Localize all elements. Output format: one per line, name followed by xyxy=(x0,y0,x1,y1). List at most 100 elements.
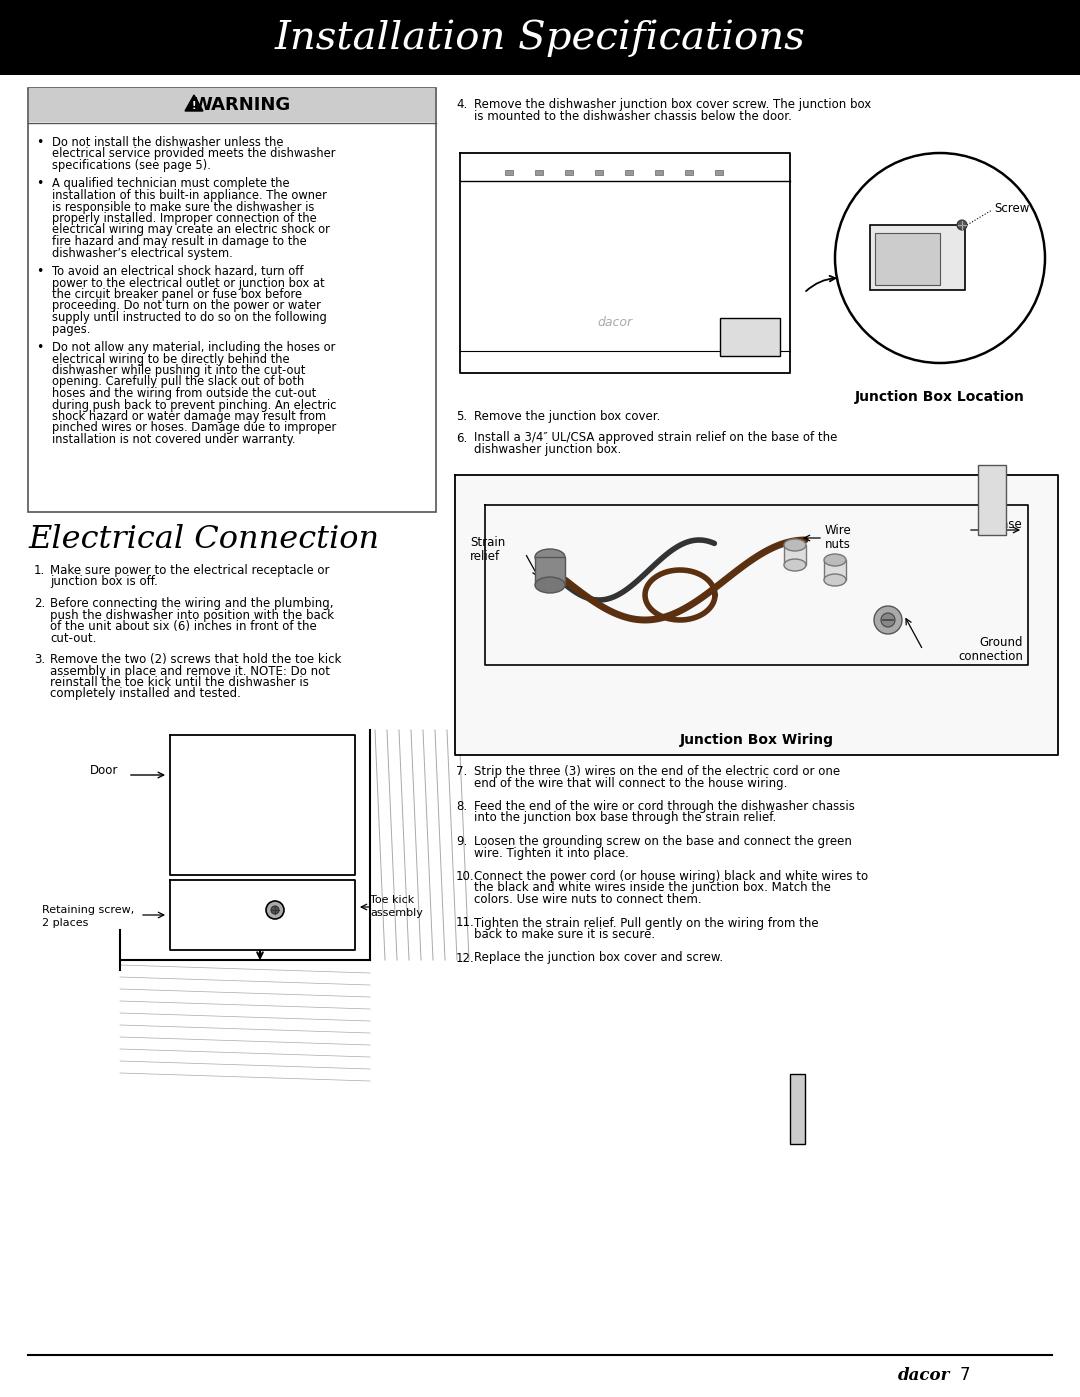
Text: into the junction box base through the strain relief.: into the junction box base through the s… xyxy=(474,812,777,824)
Text: Junction Box Wiring: Junction Box Wiring xyxy=(679,733,834,747)
Text: Loosen the grounding screw on the base and connect the green: Loosen the grounding screw on the base a… xyxy=(474,835,852,848)
Text: •: • xyxy=(37,136,43,149)
Bar xyxy=(875,233,940,285)
Bar xyxy=(29,88,435,122)
Text: nuts: nuts xyxy=(825,538,851,550)
Text: •: • xyxy=(37,341,43,353)
Text: properly installed. Improper connection of the: properly installed. Improper connection … xyxy=(52,212,316,225)
Text: Do not install the dishwasher unless the: Do not install the dishwasher unless the xyxy=(52,136,283,149)
Text: Replace the junction box cover and screw.: Replace the junction box cover and screw… xyxy=(474,951,724,964)
Text: pages.: pages. xyxy=(52,323,91,335)
Text: 7.: 7. xyxy=(456,766,468,778)
Text: Junction Box Location: Junction Box Location xyxy=(855,390,1025,404)
Text: Before connecting the wiring and the plumbing,: Before connecting the wiring and the plu… xyxy=(50,597,334,610)
Text: 4.: 4. xyxy=(456,98,468,110)
Text: hoses and the wiring from outside the cut-out: hoses and the wiring from outside the cu… xyxy=(52,387,316,400)
Bar xyxy=(28,88,436,511)
Text: Make sure power to the electrical receptacle or: Make sure power to the electrical recept… xyxy=(50,564,329,577)
Text: connection: connection xyxy=(958,651,1023,664)
Text: dishwasher while pushing it into the cut-out: dishwasher while pushing it into the cut… xyxy=(52,365,306,377)
Text: 3.: 3. xyxy=(33,652,45,666)
Ellipse shape xyxy=(824,555,846,566)
Ellipse shape xyxy=(784,559,806,571)
Text: relief: relief xyxy=(470,550,500,563)
Bar xyxy=(0,0,1080,75)
Text: back to make sure it is secure.: back to make sure it is secure. xyxy=(474,928,656,942)
Text: installation is not covered under warranty.: installation is not covered under warran… xyxy=(52,433,296,446)
Text: 2.: 2. xyxy=(33,597,45,610)
Bar xyxy=(789,1074,805,1144)
Text: 10.: 10. xyxy=(456,870,474,883)
Circle shape xyxy=(881,613,895,627)
Text: of the unit about six (6) inches in front of the: of the unit about six (6) inches in fron… xyxy=(50,620,316,633)
Bar xyxy=(784,545,806,564)
Text: 7: 7 xyxy=(960,1366,971,1384)
Text: is responsible to make sure the dishwasher is: is responsible to make sure the dishwash… xyxy=(52,201,314,214)
Bar xyxy=(978,465,1005,535)
Text: opening. Carefully pull the slack out of both: opening. Carefully pull the slack out of… xyxy=(52,376,305,388)
Circle shape xyxy=(266,901,284,919)
Text: 2 places: 2 places xyxy=(42,918,89,928)
Ellipse shape xyxy=(535,549,565,564)
Text: electrical service provided meets the dishwasher: electrical service provided meets the di… xyxy=(52,148,336,161)
Polygon shape xyxy=(185,95,203,110)
Text: electrical wiring may create an electric shock or: electrical wiring may create an electric… xyxy=(52,224,329,236)
Text: colors. Use wire nuts to connect them.: colors. Use wire nuts to connect them. xyxy=(474,893,702,907)
Text: Remove the two (2) screws that hold the toe kick: Remove the two (2) screws that hold the … xyxy=(50,652,341,666)
Bar xyxy=(720,319,780,356)
Text: the circuit breaker panel or fuse box before: the circuit breaker panel or fuse box be… xyxy=(52,288,302,300)
Text: Connect the power cord (or house wiring) black and white wires to: Connect the power cord (or house wiring)… xyxy=(474,870,868,883)
Text: the black and white wires inside the junction box. Match the: the black and white wires inside the jun… xyxy=(474,882,831,894)
Text: Remove the dishwasher junction box cover screw. The junction box: Remove the dishwasher junction box cover… xyxy=(474,98,872,110)
Text: supply until instructed to do so on the following: supply until instructed to do so on the … xyxy=(52,312,327,324)
Text: Tighten the strain relief. Pull gently on the wiring from the: Tighten the strain relief. Pull gently o… xyxy=(474,916,819,929)
Text: 11.: 11. xyxy=(456,916,475,929)
Bar xyxy=(715,170,723,175)
Bar xyxy=(456,476,1057,754)
Text: electrical wiring to be directly behind the: electrical wiring to be directly behind … xyxy=(52,352,289,366)
Text: 1.: 1. xyxy=(33,564,45,577)
Text: dishwasher junction box.: dishwasher junction box. xyxy=(474,443,621,455)
Text: 6.: 6. xyxy=(456,432,468,444)
Bar xyxy=(625,170,633,175)
Text: •: • xyxy=(37,177,43,190)
Text: Do not allow any material, including the hoses or: Do not allow any material, including the… xyxy=(52,341,336,353)
Text: junction box is off.: junction box is off. xyxy=(50,576,158,588)
Circle shape xyxy=(835,154,1045,363)
Circle shape xyxy=(271,907,279,914)
Bar xyxy=(565,170,573,175)
Text: Retaining screw,: Retaining screw, xyxy=(42,905,134,915)
Text: completely installed and tested.: completely installed and tested. xyxy=(50,687,241,700)
Circle shape xyxy=(957,219,967,231)
Text: Screw: Screw xyxy=(994,201,1029,215)
Text: specifications (see page 5).: specifications (see page 5). xyxy=(52,159,211,172)
Text: dacor: dacor xyxy=(897,1366,950,1383)
Text: Install a 3/4″ UL/CSA approved strain relief on the base of the: Install a 3/4″ UL/CSA approved strain re… xyxy=(474,432,837,444)
Text: A qualified technician must complete the: A qualified technician must complete the xyxy=(52,177,289,190)
Text: dishwasher’s electrical system.: dishwasher’s electrical system. xyxy=(52,246,233,260)
Text: Door: Door xyxy=(90,764,119,777)
Text: Toe kick: Toe kick xyxy=(370,895,415,905)
Bar xyxy=(505,170,513,175)
Text: shock hazard or water damage may result from: shock hazard or water damage may result … xyxy=(52,409,326,423)
Bar xyxy=(824,560,846,580)
Ellipse shape xyxy=(824,574,846,585)
Ellipse shape xyxy=(535,577,565,592)
Text: Strain: Strain xyxy=(470,536,505,549)
Text: Installation Specifications: Installation Specifications xyxy=(274,20,806,57)
Text: Strip the three (3) wires on the end of the electric cord or one: Strip the three (3) wires on the end of … xyxy=(474,766,840,778)
Text: power to the electrical outlet or junction box at: power to the electrical outlet or juncti… xyxy=(52,277,325,289)
Text: end of the wire that will connect to the house wiring.: end of the wire that will connect to the… xyxy=(474,777,787,789)
Text: cut-out.: cut-out. xyxy=(50,631,96,644)
Text: 12.: 12. xyxy=(456,951,475,964)
Text: installation of this built-in appliance. The owner: installation of this built-in appliance.… xyxy=(52,189,327,203)
Bar xyxy=(595,170,603,175)
Text: 8.: 8. xyxy=(456,800,468,813)
Text: assembly: assembly xyxy=(370,908,423,918)
Text: fire hazard and may result in damage to the: fire hazard and may result in damage to … xyxy=(52,235,307,249)
Text: Wire: Wire xyxy=(825,524,852,536)
Text: !: ! xyxy=(192,101,197,110)
Text: proceeding. Do not turn on the power or water: proceeding. Do not turn on the power or … xyxy=(52,299,321,313)
Text: push the dishwasher into position with the back: push the dishwasher into position with t… xyxy=(50,609,334,622)
Text: Electrical Connection: Electrical Connection xyxy=(28,524,379,555)
